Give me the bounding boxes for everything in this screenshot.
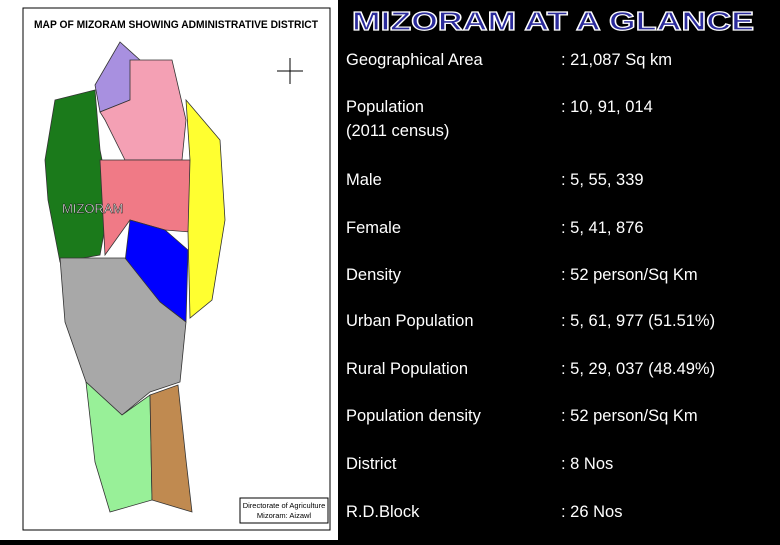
- info-panel: MIZORAM AT A GLANCE Geographical Area : 2…: [338, 0, 780, 540]
- row-value: : 5, 41, 876: [561, 219, 644, 237]
- map-panel: MAP OF MIZORAM SHOWING ADMINISTRATIVE DI…: [0, 0, 338, 540]
- districts: [44, 41, 226, 513]
- label-line: Population density: [346, 407, 481, 425]
- credit-box: [239, 497, 329, 524]
- label-line: Population: [346, 98, 424, 116]
- row-label: Urban Population: [346, 309, 474, 333]
- row-value: : 26 Nos: [561, 503, 623, 521]
- label-line: R.D.Block: [346, 503, 420, 521]
- row-label: Population density: [346, 404, 481, 428]
- row-value: : 5, 29, 037 (48.49%): [561, 360, 716, 378]
- row-value: : 52 person/Sq Km: [561, 407, 698, 425]
- row-value: : 8 Nos: [561, 455, 614, 473]
- district: [149, 384, 193, 513]
- row-value: : 5, 55, 339: [561, 171, 644, 189]
- row-label: District: [346, 452, 396, 476]
- label-line: District: [346, 455, 397, 473]
- row-label: Population (2011 census): [346, 95, 449, 143]
- credit: Directorate of Agriculture: [243, 501, 326, 510]
- compass: [277, 58, 303, 84]
- row-label: Male: [346, 168, 382, 192]
- label-line: Male: [346, 171, 382, 189]
- map-title: MAP OF MIZORAM SHOWING ADMINISTRATIVE DI…: [34, 19, 318, 31]
- row-value: : 21,087 Sq km: [561, 51, 672, 69]
- map-label: MIZORAM: [62, 201, 123, 216]
- district: [185, 98, 226, 319]
- row-label: Geographical Area: [346, 48, 483, 72]
- panel-title: MIZORAM AT A GLANCE: [352, 6, 754, 36]
- label-line: Urban Population: [346, 312, 474, 330]
- row-label: R.D.Block: [346, 500, 419, 524]
- district: [44, 89, 111, 263]
- row-label: Female: [346, 216, 401, 240]
- row-label: Density: [346, 263, 401, 287]
- map-frame: [22, 7, 331, 531]
- label-line: Density: [346, 266, 402, 284]
- row-value: : 52 person/Sq Km: [561, 266, 698, 284]
- label-line: Rural Population: [346, 360, 468, 378]
- label-line: Female: [346, 219, 402, 237]
- credit: Mizoram: Aizawl: [257, 511, 312, 520]
- row-label: Rural Population: [346, 357, 468, 381]
- row-value: : 5, 61, 977 (51.51%): [561, 312, 716, 330]
- label-line: Geographical Area: [346, 51, 483, 69]
- map: MAP OF MIZORAM SHOWING ADMINISTRATIVE DI…: [22, 7, 331, 531]
- title-area: MIZORAM AT A GLANCE: [351, 5, 754, 36]
- label-line: (2011 census): [346, 122, 450, 140]
- row-value: : 10, 91, 014: [561, 98, 653, 116]
- district: [59, 257, 187, 416]
